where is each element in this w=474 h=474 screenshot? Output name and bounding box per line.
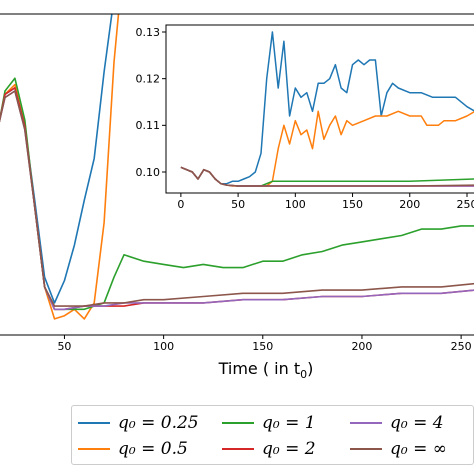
- inset-x-tick-label-4: 200: [399, 198, 420, 211]
- legend: q₀ = 0.25 q₀ = 0.5 q₀ = 1 q₀ = 2 q₀ = 4 q₀ = …: [71, 405, 474, 465]
- legend-item: q₀ = 0.25: [78, 412, 199, 434]
- main-frame: [0, 13, 474, 336]
- inset-y-tick-label-0: 0.10: [136, 166, 161, 179]
- inset-x-tick-label-5: 250: [456, 198, 474, 211]
- inset-frame: [165, 24, 474, 194]
- inset-plot-area: 0 50 100 150 200 250 0.10 0.11 0.12 0.13: [136, 24, 474, 211]
- chart-figure: 50 100 150 200 250 0 50 100 150 200 250 0.10 0.11 0.…: [0, 13, 474, 381]
- main-series-line-5: [0, 90, 474, 307]
- legend-label: q₀ = 0.5: [118, 439, 188, 459]
- legend-swatch: [350, 448, 382, 450]
- main-x-tick-label-0: 50: [57, 340, 71, 353]
- legend-swatch: [222, 422, 254, 424]
- legend-label: q₀ = ∞: [390, 439, 447, 459]
- legend-item: q₀ = 4: [350, 412, 444, 434]
- legend-label: q₀ = 1: [262, 413, 316, 433]
- legend-item: q₀ = ∞: [350, 438, 447, 460]
- inset-x-tick-label-1: 50: [231, 198, 245, 211]
- legend-swatch: [350, 422, 382, 424]
- inset-series-line-5: [180, 166, 474, 187]
- main-lines: [0, 14, 474, 320]
- main-x-tick-label-4: 250: [451, 340, 472, 353]
- inset-lines: [180, 31, 474, 187]
- inset-x-tick-label-0: 0: [177, 198, 184, 211]
- legend-swatch: [78, 448, 110, 450]
- inset-y-tick-label-1: 0.11: [136, 119, 161, 132]
- inset-x-tick-label-3: 150: [342, 198, 363, 211]
- inset-x-tick-label-2: 100: [285, 198, 306, 211]
- x-axis-label: Time ( in t0): [218, 359, 314, 381]
- inset-y-tick-label-3: 0.13: [136, 26, 161, 39]
- legend-label: q₀ = 2: [262, 439, 316, 459]
- main-x-tick-label-3: 200: [351, 340, 372, 353]
- inset-series-line-0: [180, 31, 474, 185]
- legend-item: q₀ = 1: [222, 412, 316, 434]
- legend-label: q₀ = 4: [390, 413, 444, 433]
- legend-item: q₀ = 0.5: [78, 438, 188, 460]
- main-x-tick-label-1: 100: [153, 340, 174, 353]
- legend-swatch: [78, 422, 110, 424]
- legend-label: q₀ = 0.25: [118, 413, 199, 433]
- inset-y-tick-label-2: 0.12: [136, 73, 161, 86]
- legend-swatch: [222, 448, 254, 450]
- main-x-tick-label-2: 150: [252, 340, 273, 353]
- legend-item: q₀ = 2: [222, 438, 316, 460]
- inset-background: [166, 25, 474, 193]
